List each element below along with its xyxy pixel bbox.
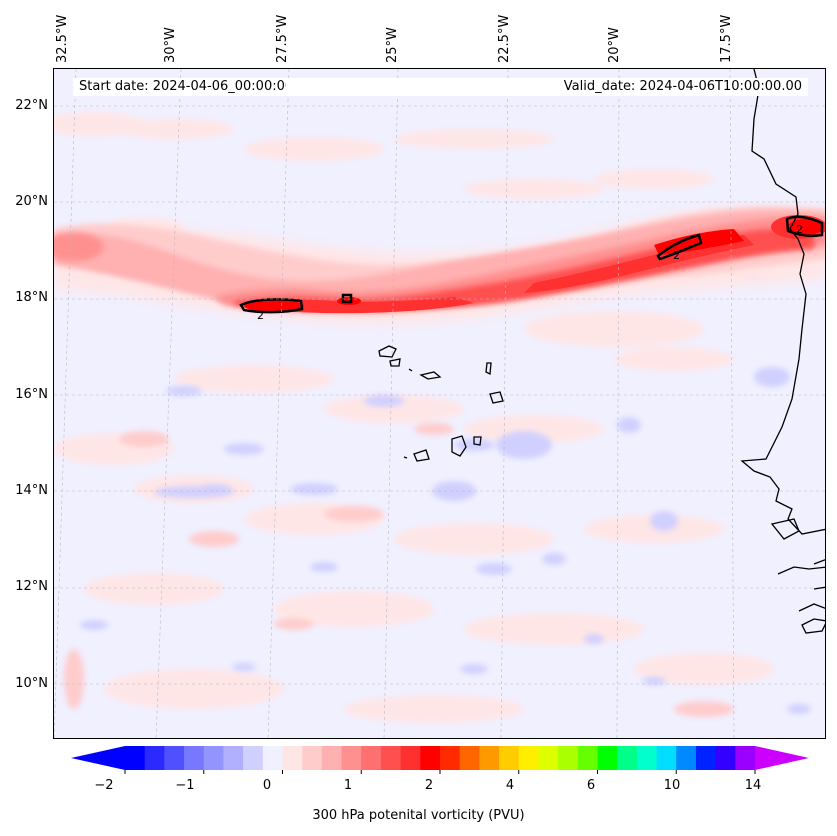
colorbar-cell	[243, 746, 264, 770]
colorbar-cell	[361, 746, 382, 770]
colorbar-tick: 14	[744, 778, 762, 793]
colorbar-cell	[735, 746, 756, 770]
contour-label: 2	[257, 309, 264, 322]
colorbar-cells	[125, 746, 756, 770]
lat-label: 10°N	[15, 676, 48, 691]
colorbar-cell	[518, 746, 539, 770]
colorbar-label: 300 hPa potenital vorticity (PVU)	[312, 808, 525, 823]
colorbar-cell	[676, 746, 697, 770]
colorbar-tick: 10	[663, 778, 681, 793]
lon-label: 25°W	[385, 27, 400, 63]
lat-label: 22°N	[15, 98, 48, 113]
pv-field-map: 2 2 2	[54, 69, 825, 738]
colorbar-cell	[380, 746, 402, 770]
colorbar-tick: 0	[262, 778, 272, 793]
contour-label: 2	[796, 223, 803, 236]
lon-label: 17.5°W	[719, 14, 734, 63]
valid-date-box: Valid_date: 2024-04-06T10:00:00.00	[286, 78, 808, 96]
colorbar-cell	[321, 746, 343, 770]
colorbar-tick: −2	[94, 778, 114, 793]
lon-label: 22.5°W	[497, 14, 512, 63]
colorbar-cell	[656, 746, 677, 770]
colorbar-cell	[184, 746, 205, 770]
colorbar-cell	[341, 746, 362, 770]
lon-label: 32.5°W	[55, 14, 70, 63]
lon-label: 30°W	[163, 27, 178, 63]
light-pv-patches	[54, 112, 774, 723]
start-date-box: Start date: 2024-04-06_00:00:00	[73, 78, 315, 96]
lat-label: 18°N	[15, 290, 48, 305]
colorbar-cell	[538, 746, 559, 770]
start-date-text: Start date: 2024-04-06_00:00:00	[79, 79, 294, 94]
graticule	[54, 69, 825, 738]
colorbar-cell	[400, 746, 421, 770]
colorbar-cell	[715, 746, 736, 770]
colorbar-cell	[636, 746, 658, 770]
colorbar-cell	[597, 746, 618, 770]
colorbar-cell	[144, 746, 165, 770]
lat-label: 14°N	[15, 483, 48, 498]
colorbar-extend-low	[71, 746, 125, 770]
colorbar-cell	[262, 746, 283, 770]
lat-label: 20°N	[15, 194, 48, 209]
negative-pv-patches	[80, 268, 811, 714]
colorbar-cell	[125, 746, 146, 770]
colorbar-cell	[164, 746, 185, 770]
colorbar-tick: 6	[586, 778, 596, 793]
lat-label: 12°N	[15, 579, 48, 594]
colorbar-cell	[499, 746, 520, 770]
colorbar-tick: 1	[343, 778, 353, 793]
colorbar-tick: 4	[505, 778, 515, 793]
colorbar-cell	[420, 746, 441, 770]
colorbar-cell	[223, 746, 244, 770]
jet-streak	[54, 206, 825, 324]
lon-label: 20°W	[607, 27, 622, 63]
colorbar-cell	[479, 746, 500, 770]
lon-label: 27.5°W	[275, 14, 290, 63]
coastlines	[378, 69, 825, 634]
colorbar-cell	[695, 746, 717, 770]
colorbar-extend-high	[755, 746, 809, 770]
lat-label: 16°N	[15, 387, 48, 402]
pv-2-contours	[239, 215, 824, 314]
colorbar	[71, 746, 809, 774]
colorbar-tick: −1	[175, 778, 195, 793]
contour-labels: 2 2 2	[257, 223, 803, 322]
valid-date-text: Valid_date: 2024-04-06T10:00:00.00	[563, 79, 802, 94]
contour-label: 2	[673, 249, 680, 262]
map-panel[interactable]: 2 2 2	[53, 68, 826, 739]
colorbar-cell	[459, 746, 480, 770]
colorbar-cell	[577, 746, 598, 770]
colorbar-cell	[558, 746, 579, 770]
colorbar-cell	[302, 746, 323, 770]
colorbar-cell	[203, 746, 224, 770]
colorbar-cell	[617, 746, 638, 770]
colorbar-cell	[282, 746, 303, 770]
colorbar-tick: 2	[424, 778, 434, 793]
colorbar-cell	[440, 746, 461, 770]
